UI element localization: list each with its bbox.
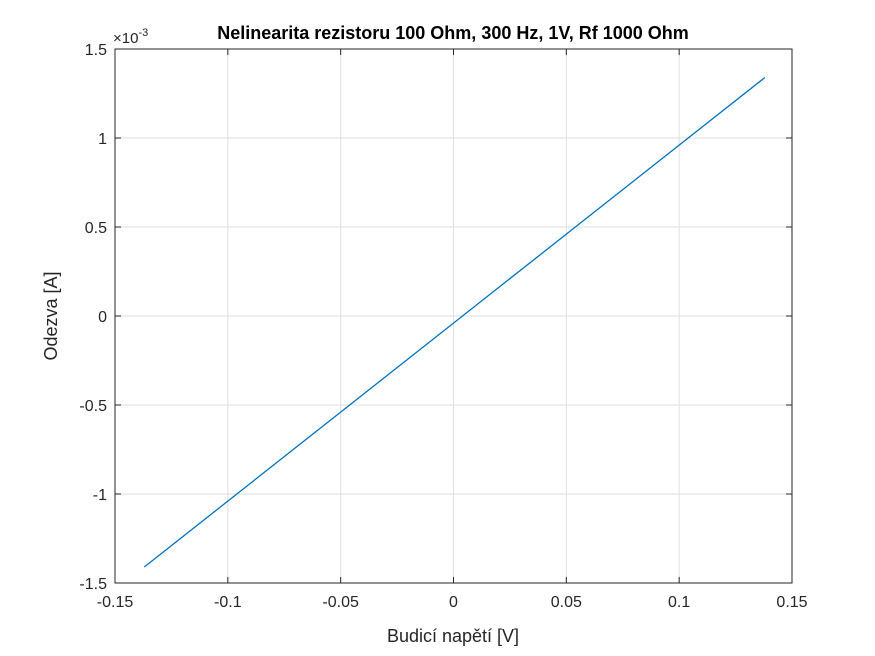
y-tick-label: 1.5 bbox=[85, 42, 107, 59]
x-tick-labels: -0.15 -0.1 -0.05 0 0.05 0.1 0.15 bbox=[97, 594, 808, 611]
x-tick-label: -0.05 bbox=[322, 594, 359, 611]
y-tick-labels: -1.5 -1 -0.5 0 0.5 1 1.5 bbox=[79, 42, 107, 593]
x-tick-label: -0.15 bbox=[97, 594, 134, 611]
x-tick-label: 0 bbox=[449, 594, 458, 611]
y-axis-label: Odezva [A] bbox=[41, 271, 61, 360]
y-tick-label: -1.5 bbox=[79, 576, 107, 593]
x-axis-label: Budicí napětí [V] bbox=[387, 626, 519, 646]
y-tick-label: 0.5 bbox=[85, 220, 107, 237]
y-exponent-label: ×10-3 bbox=[113, 27, 148, 47]
x-tick-label: 0.05 bbox=[551, 594, 582, 611]
tick-marks bbox=[114, 48, 793, 584]
y-tick-label: 0 bbox=[98, 309, 107, 326]
x-tick-label: 0.15 bbox=[776, 594, 807, 611]
series-line bbox=[143, 76, 766, 568]
chart-title: Nelinearita rezistoru 100 Ohm, 300 Hz, 1… bbox=[217, 23, 689, 43]
y-tick-label: 1 bbox=[98, 131, 107, 148]
x-tick-label: -0.1 bbox=[214, 594, 242, 611]
x-tick-label: 0.1 bbox=[668, 594, 690, 611]
y-tick-label: -0.5 bbox=[79, 398, 107, 415]
y-tick-label: -1 bbox=[93, 487, 107, 504]
series-layer bbox=[143, 76, 766, 568]
